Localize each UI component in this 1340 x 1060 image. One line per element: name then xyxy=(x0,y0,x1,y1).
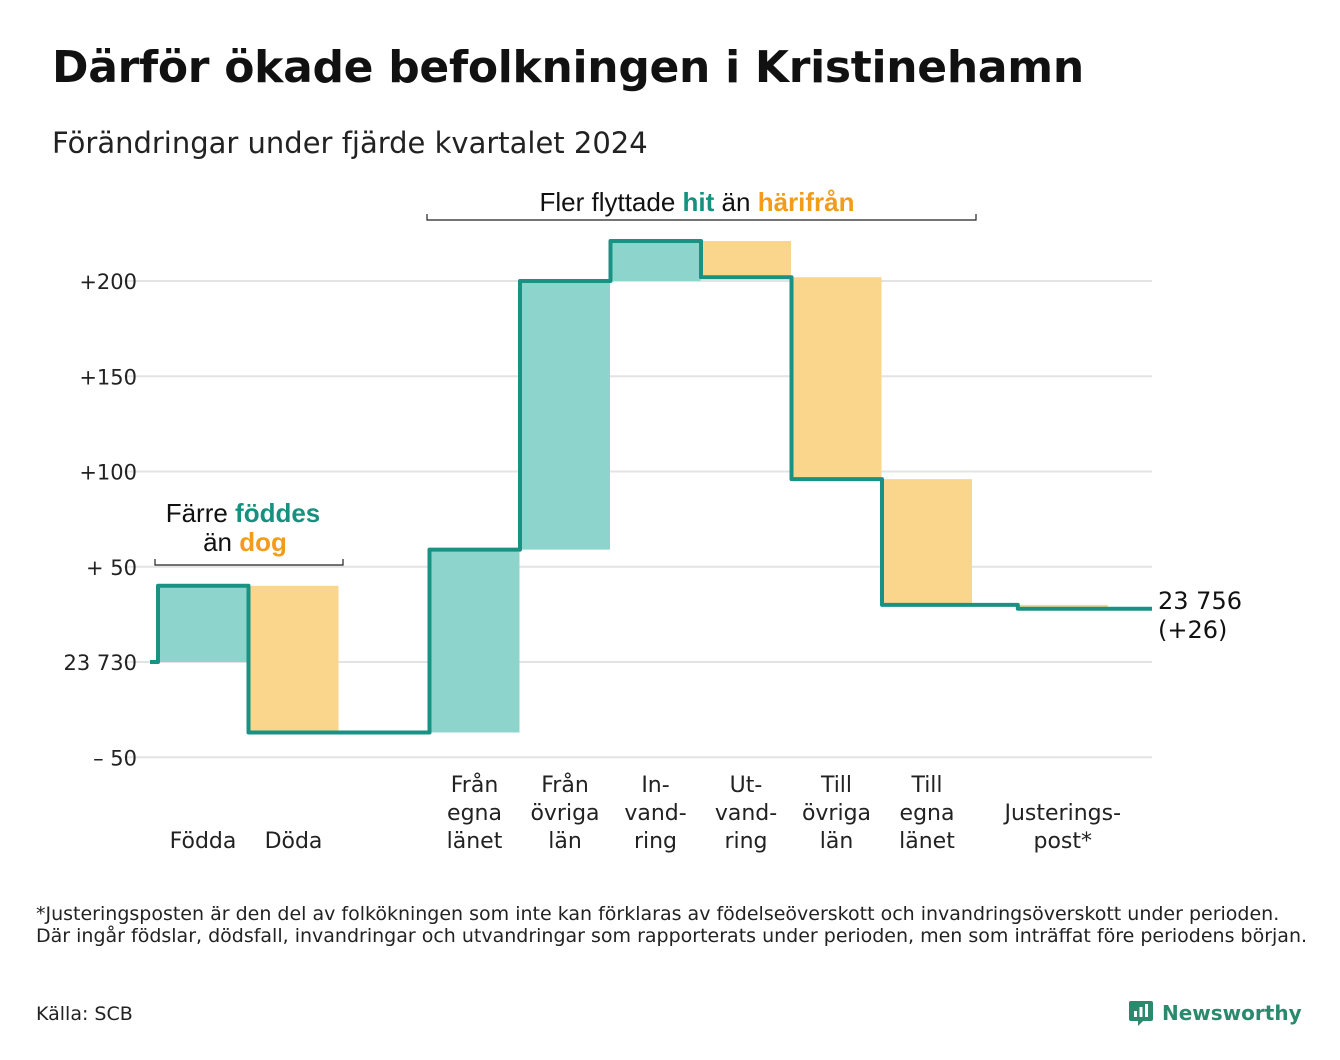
annotation-migration-text: Fler flyttade hit än härifrån xyxy=(539,187,854,217)
end-change-label: (+26) xyxy=(1158,616,1227,644)
bar-tillövrigalän xyxy=(791,277,882,480)
annotation-births-line1: Färre föddes xyxy=(166,498,321,528)
bar-födda xyxy=(158,585,248,662)
bar-utvandring xyxy=(701,240,791,278)
annotation-births-deaths: Färre föddes än dog xyxy=(154,498,344,566)
x-axis-label: Döda xyxy=(265,829,323,854)
bar-döda xyxy=(248,585,339,733)
annotation-text: Färre xyxy=(166,498,235,528)
annotation-highlight-orange: dog xyxy=(239,527,287,557)
x-axis-labels: Födda Döda Från egna länet Från övriga län In-va… xyxy=(170,772,1121,854)
x-axis-label: ring xyxy=(634,829,677,854)
bar-frånövrigalän xyxy=(520,281,610,550)
annotation-highlight-teal: föddes xyxy=(235,498,320,528)
bar-frånegnalänet xyxy=(429,549,520,733)
y-axis-tick-labels: +200 +150 +100 + 50 23 730 – 50 xyxy=(64,270,137,770)
bars xyxy=(158,240,1108,733)
x-axis-label: Till xyxy=(820,773,852,798)
footnote: *Justeringsposten är den del av folkökni… xyxy=(36,903,1308,947)
y-tick-label: 23 730 xyxy=(64,651,137,675)
annotation-bracket xyxy=(154,559,344,566)
annotation-text: än xyxy=(203,527,239,557)
annotation-text: än xyxy=(714,187,757,217)
y-tick-label: +150 xyxy=(79,365,137,389)
annotation-text: Fler flyttade xyxy=(539,187,682,217)
y-tick-label: +200 xyxy=(79,270,137,294)
x-axis-label: egna xyxy=(447,801,502,826)
cumulative-step-line xyxy=(150,239,1152,735)
x-axis-label: övriga xyxy=(530,801,599,826)
x-axis-label: Till xyxy=(910,773,942,798)
y-tick-label: +100 xyxy=(79,461,137,485)
x-axis-label: post* xyxy=(1033,829,1092,854)
newsworthy-chart-bubble-icon xyxy=(1129,1001,1153,1026)
waterfall-chart: +200 +150 +100 + 50 23 730 – 50 Födda Döda Från… xyxy=(64,187,1242,854)
annotation-migration: Fler flyttade hit än härifrån xyxy=(426,187,977,221)
annotation-highlight-teal: hit xyxy=(683,187,715,217)
chart-subtitle: Förändringar under fjärde kvartalet 2024 xyxy=(52,126,648,160)
bar-tillegnalänet xyxy=(882,479,972,605)
x-axis-label: länet xyxy=(899,829,955,854)
x-axis-label: ring xyxy=(724,829,767,854)
x-axis-label: Ut- xyxy=(730,773,763,798)
brand-name: Newsworthy xyxy=(1162,1001,1302,1025)
x-axis-label: Från xyxy=(451,772,499,798)
annotation-births-line2: än dog xyxy=(203,527,287,557)
x-axis-label: egna xyxy=(900,801,955,826)
x-axis-label: vand- xyxy=(715,801,777,826)
annotation-bracket xyxy=(426,214,977,221)
bar-invandring xyxy=(610,240,701,281)
x-axis-label: Födda xyxy=(170,829,237,854)
annotation-highlight-orange: härifrån xyxy=(758,187,855,217)
y-tick-label: + 50 xyxy=(86,556,137,580)
y-tick-label: – 50 xyxy=(93,746,137,770)
x-axis-label: län xyxy=(820,829,854,854)
x-axis-label: övriga xyxy=(802,801,871,826)
end-value-label: 23 756 xyxy=(1158,587,1242,615)
x-axis-label: Från xyxy=(541,772,589,798)
chart-title: Därför ökade befolkningen i Kristinehamn xyxy=(52,42,1084,93)
x-axis-label: Justerings- xyxy=(1002,801,1121,826)
x-axis-label: In- xyxy=(641,773,669,798)
brand-logo[interactable]: Newsworthy xyxy=(1128,998,1302,1028)
x-axis-label: länet xyxy=(447,829,503,854)
source: Källa: SCB xyxy=(36,1003,133,1025)
step-line xyxy=(150,239,1152,735)
x-axis-label: vand- xyxy=(624,801,686,826)
x-axis-label: län xyxy=(548,829,582,854)
